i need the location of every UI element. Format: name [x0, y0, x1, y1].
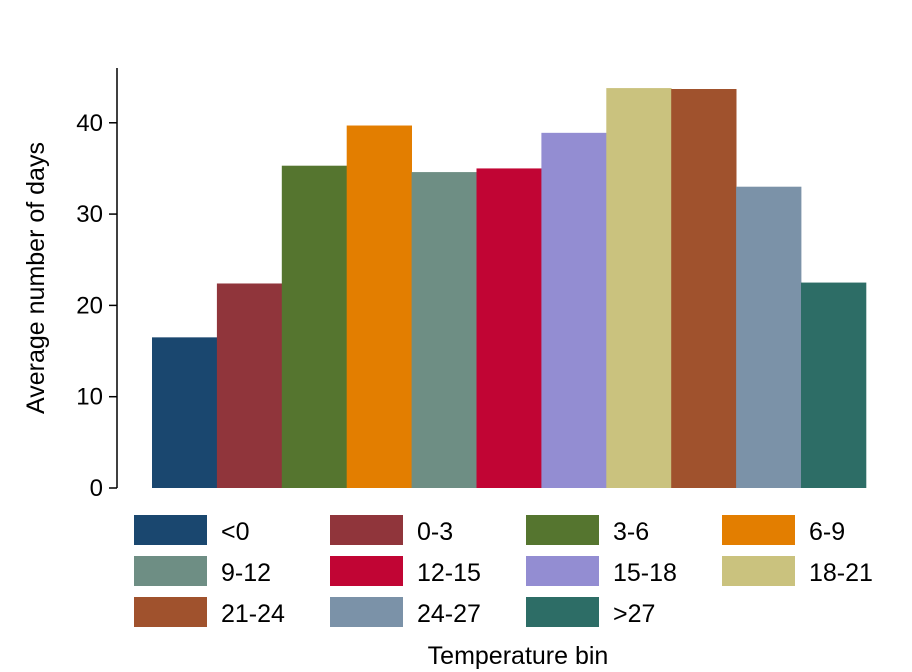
y-tick-label: 10: [76, 384, 103, 411]
legend-swatch: [722, 515, 795, 545]
bar: [346, 125, 412, 489]
legend-label: 0-3: [417, 518, 453, 546]
legend: <0 0-3 3-6 6-9 9-12 12-15 15-18 18-21 21-24 24-27…: [134, 515, 873, 628]
legend-label: 15-18: [613, 559, 677, 587]
y-tick-label: 30: [76, 201, 103, 228]
legend-label: >27: [613, 600, 655, 628]
legend-swatch: [134, 556, 207, 586]
bar: [476, 168, 542, 488]
legend-swatch: [526, 597, 599, 627]
legend-swatch: [330, 515, 403, 545]
bars-group: [152, 88, 867, 489]
bar: [411, 172, 477, 488]
y-axis-title: Average number of days: [22, 142, 50, 414]
legend-label: 18-21: [809, 559, 873, 587]
legend-swatch: [526, 515, 599, 545]
bar: [281, 165, 348, 488]
y-tick-label: 0: [90, 475, 103, 502]
legend-swatch: [330, 597, 403, 627]
y-tick-label: 20: [76, 292, 103, 319]
bar: [606, 88, 672, 488]
bar: [736, 186, 802, 488]
bar: [216, 283, 283, 488]
y-tick-label: 40: [76, 110, 103, 137]
legend-label: 6-9: [809, 518, 845, 546]
legend-swatch: [526, 556, 599, 586]
legend-swatch: [330, 556, 403, 586]
bar: [671, 89, 737, 488]
legend-label: 24-27: [417, 600, 481, 628]
x-axis-title: Temperature bin: [428, 642, 609, 670]
legend-label: 9-12: [221, 559, 271, 587]
bar: [541, 132, 607, 488]
legend-label: 21-24: [221, 600, 285, 628]
bar: [152, 337, 218, 488]
bar: [801, 282, 867, 488]
legend-swatch: [134, 597, 207, 627]
legend-swatch: [722, 556, 795, 586]
legend-label: 12-15: [417, 559, 481, 587]
y-ticks-group: 0 10 20 30 40: [76, 110, 117, 502]
legend-label: 3-6: [613, 518, 649, 546]
legend-swatch: [134, 515, 207, 545]
legend-label: <0: [221, 518, 250, 546]
